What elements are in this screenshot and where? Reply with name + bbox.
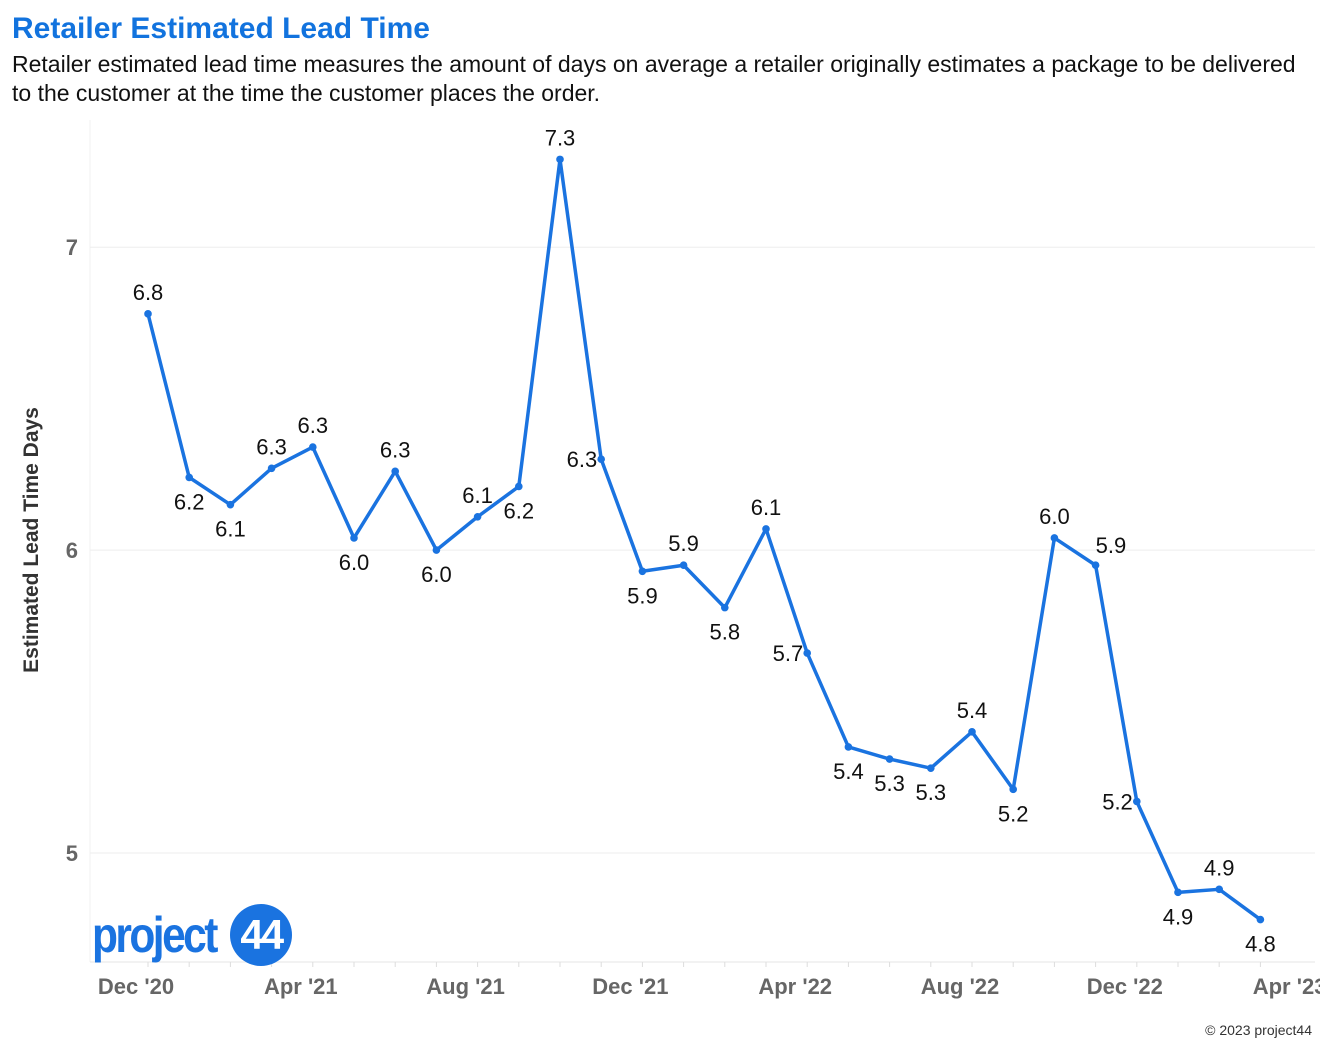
logo-text: project (92, 907, 218, 963)
data-point (968, 728, 976, 736)
y-axis-label: Estimated Lead Time Days (20, 407, 43, 673)
logo-badge: 44 (229, 904, 292, 966)
data-label: 5.7 (773, 641, 804, 666)
data-point (309, 443, 317, 451)
data-point (638, 567, 647, 576)
chart-subtitle: Retailer estimated lead time measures th… (12, 51, 1296, 106)
data-label: 6.0 (339, 550, 370, 575)
x-tick-label: Aug '22 (921, 974, 1000, 999)
data-point (762, 525, 770, 533)
x-tick-label: Dec '21 (592, 974, 668, 999)
data-label: 6.3 (256, 434, 287, 459)
data-point (432, 546, 441, 554)
x-tick-label: Apr '22 (758, 974, 832, 999)
data-label: 6.2 (174, 489, 205, 514)
data-label: 5.3 (874, 771, 905, 796)
y-tick-label: 5 (66, 841, 78, 866)
chart-title: Retailer Estimated Lead Time (12, 12, 430, 45)
y-tick-label: 6 (66, 538, 78, 563)
data-point (1050, 534, 1059, 542)
data-point (1133, 797, 1141, 806)
data-point (1009, 785, 1017, 794)
x-tick-label: Apr '23 (1253, 974, 1320, 999)
data-label: 7.3 (545, 125, 576, 150)
data-point (1174, 888, 1182, 897)
data-point (844, 743, 853, 751)
data-label: 5.8 (710, 620, 741, 645)
data-point (473, 512, 482, 521)
copyright-notice: © 2023 project44 (1205, 1022, 1312, 1038)
data-label: 6.2 (504, 498, 535, 523)
data-point (185, 473, 193, 482)
data-point (226, 500, 235, 509)
data-label: 6.1 (751, 495, 782, 520)
y-axis: 5 6 7 (66, 235, 78, 866)
data-point (391, 467, 400, 476)
x-tick-label: Dec '22 (1087, 974, 1163, 999)
data-point (885, 755, 894, 763)
x-tick-label: Aug '21 (426, 974, 505, 999)
data-label: 6.1 (462, 483, 493, 508)
data-label: 5.4 (957, 698, 988, 723)
data-label: 5.2 (998, 801, 1029, 826)
data-point (267, 464, 276, 473)
data-point (556, 155, 564, 164)
data-point (1256, 915, 1265, 924)
data-label: 5.4 (833, 759, 864, 784)
x-axis: Dec '20 Apr '21 Aug '21 Dec '21 Apr '22 Aug '… (98, 962, 1320, 999)
data-point (1215, 885, 1223, 894)
data-point (679, 561, 688, 570)
data-label: 4.9 (1163, 904, 1194, 929)
data-label: 4.9 (1204, 855, 1235, 880)
data-label: 5.9 (668, 531, 699, 556)
data-label: 5.3 (916, 780, 947, 805)
data-point (1091, 561, 1100, 570)
data-label: 6.8 (133, 280, 164, 305)
data-label: 5.9 (1096, 533, 1127, 558)
data-point (803, 649, 811, 657)
data-label: 6.3 (380, 437, 411, 462)
data-point (515, 482, 523, 491)
series-line (146, 157, 1263, 922)
data-point (144, 310, 152, 318)
data-point (597, 455, 605, 464)
data-label: 6.1 (215, 517, 246, 542)
data-point (350, 534, 358, 542)
data-label: 6.0 (421, 562, 452, 587)
series-polyline (146, 157, 1263, 922)
data-label: 6.0 (1039, 504, 1070, 529)
data-point (721, 603, 729, 612)
data-labels: 6.8 6.2 6.1 6.3 6.3 6.0 6.3 6.0 6.1 6.2 7.3 6.3 5.9 5… (133, 125, 1276, 956)
data-point (927, 764, 935, 772)
gridlines (89, 120, 1315, 963)
data-points (144, 155, 1265, 924)
data-label: 6.3 (567, 447, 598, 472)
x-tick-label: Apr '21 (264, 974, 338, 999)
data-label: 5.9 (627, 583, 658, 608)
y-tick-label: 7 (66, 235, 78, 260)
data-label: 6.3 (298, 413, 329, 438)
data-label: 4.8 (1245, 932, 1276, 957)
data-label: 5.2 (1102, 789, 1133, 814)
project44-logo: project 44 (92, 904, 292, 966)
x-tick-label: Dec '20 (98, 974, 174, 999)
